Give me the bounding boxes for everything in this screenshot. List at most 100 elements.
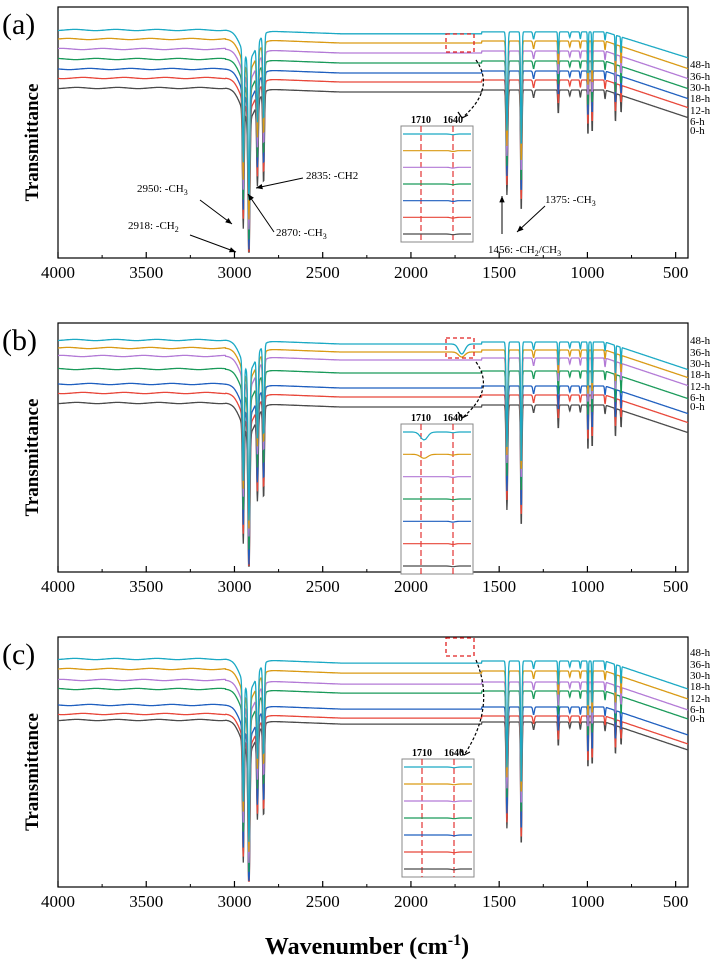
series-label: 6-h [690,116,705,128]
spectrum-line-0-h [58,401,689,567]
annotation-arrowhead [256,184,263,190]
series-label: 6-h [690,704,705,716]
zoom-region-box [445,337,475,359]
x-tick-label: 3500 [129,892,163,911]
x-tick-label: 2000 [394,263,428,282]
inset-spectrum-12-h [403,200,471,202]
inset-spectrum-36-h [404,783,472,786]
zoom-arrow [461,59,484,119]
series-label: 30-h [690,82,711,94]
series-label: 48-h [690,335,711,347]
x-tick-label: 2500 [306,263,340,282]
peak-annotation-subscript: 2 [175,225,179,234]
x-tick-label: 4000 [41,263,75,282]
annotation-arrow [255,177,304,189]
spectrum-line-30-h [58,678,689,863]
x-tick-label: 3500 [129,577,163,596]
spectrum-line-6-h [57,76,689,253]
annotation-arrowhead [517,225,524,232]
zoom-arrowhead [457,111,469,119]
peak-annotation: 2950: -CH3 [137,183,188,197]
x-tick-label: 2500 [306,892,340,911]
annotation-arrow [199,199,233,225]
peak-annotation-text: 2918: -CH [128,220,175,232]
spectrum-line-48-h [58,28,689,200]
peak-annotation-tail: /CH [539,244,557,256]
x-axis-title: Wavenumber (cm-1) [265,932,469,960]
series-label: 0-h [690,713,705,725]
peak-annotation-text: 2870: -CH [276,227,323,239]
peak-annotation: 2835: -CH2 [306,170,358,182]
inset: 1710 1640 [400,413,474,575]
series-label: 48-h [690,59,711,71]
spectrum-line-36-h [58,37,689,220]
series-label: 18-h [690,93,711,105]
spectrum-line-30-h [58,47,689,230]
inset-spectrum-12-h [404,834,472,837]
series-label: 30-h [690,358,711,370]
inset: 1710 1640 [401,748,475,878]
inset-spectrum-48-h [404,766,472,769]
spectrum-line-12-h [58,703,689,882]
annotation-arrowhead [225,218,232,224]
inset-spectrum-0-h [403,565,471,568]
chart-panel-c: (c) Transmittance 4000 3500 3000 2500 2000 1500… [2,636,711,911]
x-tick-label: 2500 [306,577,340,596]
x-tick-label: 3000 [217,263,251,282]
series-label: 12-h [690,105,711,117]
annotation-arrowhead [229,247,236,253]
x-tick-label: 1000 [570,892,604,911]
peak-annotation-subscript: 2 [535,249,539,258]
x-tick-label: 3500 [129,263,163,282]
series-label: 18-h [690,681,711,693]
annotation-arrow [247,193,275,233]
inset-spectrum-30-h [403,166,471,169]
x-tick-label: 1500 [482,892,516,911]
x-tick-label: 1000 [570,577,604,596]
inset-spectrum-36-h [403,150,471,152]
spectrum-line-18-h [58,367,689,550]
zoom-arrow [463,659,485,756]
y-axis-title: Transmittance [22,713,43,831]
x-axis-title-close: ) [461,934,469,960]
peak-annotation-subscript: 3 [184,188,188,197]
plot-frame [57,636,689,888]
x-tick-label: 500 [663,577,689,596]
inset-spectrum-18-h [404,817,472,820]
series-label: 0-h [690,125,705,137]
x-tick-label: 500 [663,892,689,911]
plot-frame [57,322,689,573]
peak-annotation-text: 1375: -CH [545,194,592,206]
peak-annotation: 1456: -CH2/CH3 [488,244,561,258]
series-label: 36-h [690,71,711,83]
zoom-region-box [445,33,475,53]
zoom-arrowhead [459,748,471,756]
x-axis-title-main: Wavenumber (cm [265,934,448,960]
inset-spectrum-36-h [403,453,471,459]
inset-spectrum-6-h [404,851,472,854]
inset-guide-label: 1640 [443,115,463,126]
series-label: 12-h [690,693,711,705]
y-axis-title: Transmittance [22,84,43,202]
peak-annotation-text: 1456: -CH [488,244,535,256]
spectrum-line-6-h [57,712,689,882]
inset-spectrum-12-h [403,520,471,523]
x-tick-label: 2000 [394,577,428,596]
inset-spectrum-0-h [403,233,471,236]
zoom-arrow [461,361,484,419]
peak-annotation-subscript: 3 [323,232,327,241]
spectrum-line-18-h [58,687,689,872]
series-label: 36-h [690,659,711,671]
x-tick-label: 3000 [217,892,251,911]
peak-annotation-subscript: 3 [557,249,561,258]
inset-spectrum-18-h [403,183,471,186]
peak-annotation-subscript: 3 [592,199,596,208]
x-tick-label: 1000 [570,263,604,282]
x-tick-label: 1500 [482,577,516,596]
series-label: 48-h [690,647,711,659]
series-label: 36-h [690,347,711,359]
x-tick-label: 4000 [41,892,75,911]
x-tick-label: 500 [663,263,689,282]
